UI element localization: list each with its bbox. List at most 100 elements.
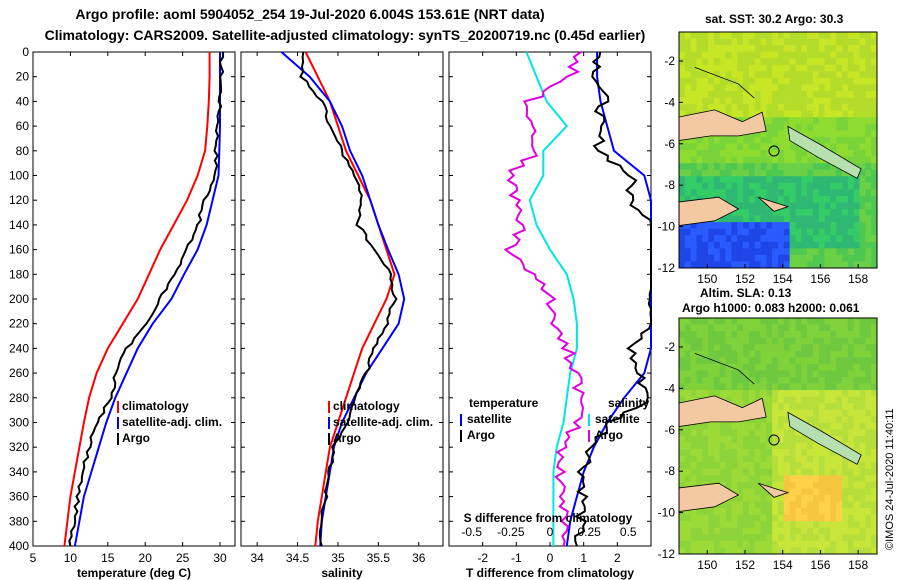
- map-cell: [801, 521, 808, 529]
- map-cell: [807, 344, 814, 352]
- map-cell: [719, 104, 726, 111]
- map-cell: [812, 130, 820, 138]
- map-cell: [690, 104, 697, 111]
- map-cell: [842, 521, 849, 529]
- map-cell: [772, 331, 779, 338]
- map-cell: [684, 150, 691, 157]
- map-cell: [766, 51, 773, 59]
- map-cell: [853, 468, 860, 476]
- map-cell: [795, 383, 802, 391]
- map-cell: [824, 215, 831, 223]
- map-cell: [847, 357, 854, 365]
- map-cell: [684, 370, 691, 378]
- map-cell: [801, 357, 808, 365]
- map-cell: [778, 324, 785, 332]
- map-cell: [842, 396, 849, 404]
- map-cell: [812, 45, 820, 52]
- map-cell: [702, 455, 709, 463]
- map-cell: [812, 377, 820, 384]
- map-cell: [766, 540, 773, 548]
- map-cell: [696, 449, 703, 456]
- map-cell: [743, 350, 750, 358]
- map-cell: [836, 38, 843, 46]
- map-cell: [760, 514, 767, 522]
- map-cell: [795, 64, 802, 72]
- map-cell: [684, 331, 691, 338]
- map-cell: [859, 363, 866, 371]
- map-cell: [725, 150, 732, 157]
- map-cell: [731, 38, 738, 46]
- map-cell: [836, 514, 843, 522]
- map-cell: [713, 32, 721, 39]
- map-cell: [743, 195, 750, 203]
- map-cell: [807, 403, 814, 411]
- map-cell: [702, 331, 709, 338]
- map-cell: [859, 495, 866, 502]
- map-cell: [783, 182, 790, 190]
- map-cell: [743, 436, 750, 443]
- map-cell: [789, 156, 796, 164]
- map-cell: [760, 337, 767, 345]
- map-cell: [743, 514, 750, 522]
- map-cell: [824, 209, 831, 216]
- map-cell: [719, 150, 726, 157]
- map-cell: [818, 189, 825, 197]
- map-cell: [807, 222, 814, 229]
- map-cell: [842, 540, 849, 548]
- map-cell: [847, 71, 854, 79]
- map-cell: [708, 254, 715, 262]
- map-cell: [801, 235, 808, 243]
- map-cell: [748, 495, 755, 502]
- map-cell: [737, 377, 744, 384]
- map-cell: [847, 228, 854, 236]
- map-cell: [812, 169, 820, 177]
- map-cell: [743, 383, 750, 391]
- map-cell: [847, 45, 854, 52]
- map-cell: [766, 130, 773, 138]
- map-cell: [708, 143, 715, 151]
- map-cell: [789, 449, 796, 456]
- map-cell: [865, 501, 872, 509]
- map-cell: [871, 222, 878, 229]
- map-cell: [859, 235, 866, 243]
- map-cell: [807, 156, 814, 164]
- map-cell: [842, 429, 849, 437]
- map-cell: [713, 436, 721, 443]
- map-cell: [713, 91, 721, 98]
- map-cell: [783, 449, 790, 456]
- map-cell: [725, 51, 732, 59]
- map-cell: [847, 396, 854, 404]
- map-cell: [719, 455, 726, 463]
- map-cell: [778, 189, 785, 197]
- map-cell: [836, 110, 843, 118]
- map-cell: [719, 189, 726, 197]
- map-cell: [696, 104, 703, 111]
- map-cell: [696, 228, 703, 236]
- map-x-tick-label: 152: [735, 558, 755, 572]
- map-cell: [818, 337, 825, 345]
- temperature-x-tick-label: 15: [101, 551, 115, 565]
- map-cell: [853, 324, 860, 332]
- map-cell: [830, 71, 837, 79]
- map-cell: [772, 117, 779, 125]
- map-cell: [690, 38, 697, 46]
- map-cell: [859, 215, 866, 223]
- map-cell: [783, 104, 790, 111]
- map-cell: [795, 104, 802, 111]
- map-cell: [859, 422, 866, 430]
- map-cell: [842, 136, 849, 144]
- map-cell: [836, 51, 843, 59]
- map-cell: [818, 195, 825, 203]
- map-cell: [801, 51, 808, 59]
- map-cell: [824, 337, 831, 345]
- map-cell: [859, 462, 866, 470]
- map-cell: [824, 51, 831, 59]
- map-cell: [731, 501, 738, 509]
- map-cell: [743, 189, 750, 197]
- map-cell: [737, 449, 744, 456]
- map-cell: [865, 508, 872, 515]
- map-cell: [812, 383, 820, 391]
- map-cell: [801, 64, 808, 72]
- map-cell: [713, 344, 721, 352]
- map-cell: [702, 436, 709, 443]
